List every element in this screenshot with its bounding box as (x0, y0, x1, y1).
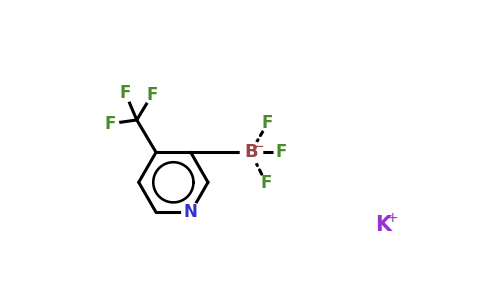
Text: F: F (120, 84, 131, 102)
Text: −: − (251, 139, 264, 154)
Text: K: K (376, 215, 392, 235)
Text: F: F (260, 174, 272, 192)
Text: F: F (276, 143, 287, 161)
Text: F: F (262, 114, 273, 132)
Text: F: F (147, 85, 158, 103)
Text: N: N (184, 203, 197, 221)
Text: B: B (244, 143, 257, 161)
Text: F: F (104, 115, 116, 133)
Text: +: + (387, 212, 399, 226)
